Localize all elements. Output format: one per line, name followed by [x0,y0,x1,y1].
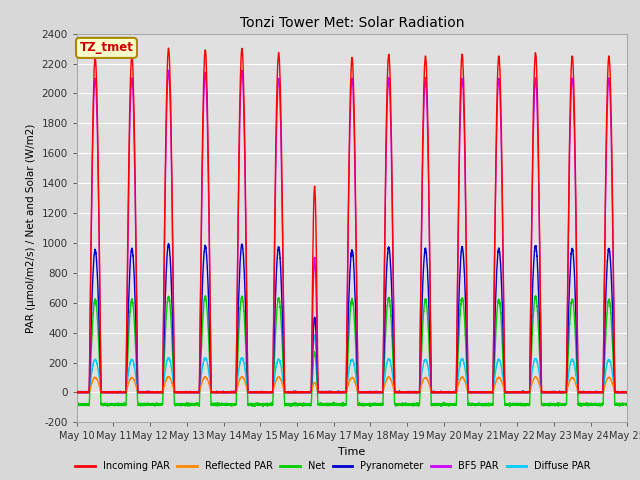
Legend: Incoming PAR, Reflected PAR, Net, Pyranometer, BF5 PAR, Diffuse PAR: Incoming PAR, Reflected PAR, Net, Pyrano… [72,457,594,475]
X-axis label: Time: Time [339,447,365,457]
Y-axis label: PAR (μmol/m2/s) / Net and Solar (W/m2): PAR (μmol/m2/s) / Net and Solar (W/m2) [26,123,36,333]
Title: Tonzi Tower Met: Solar Radiation: Tonzi Tower Met: Solar Radiation [240,16,464,30]
Text: TZ_tmet: TZ_tmet [79,41,133,54]
